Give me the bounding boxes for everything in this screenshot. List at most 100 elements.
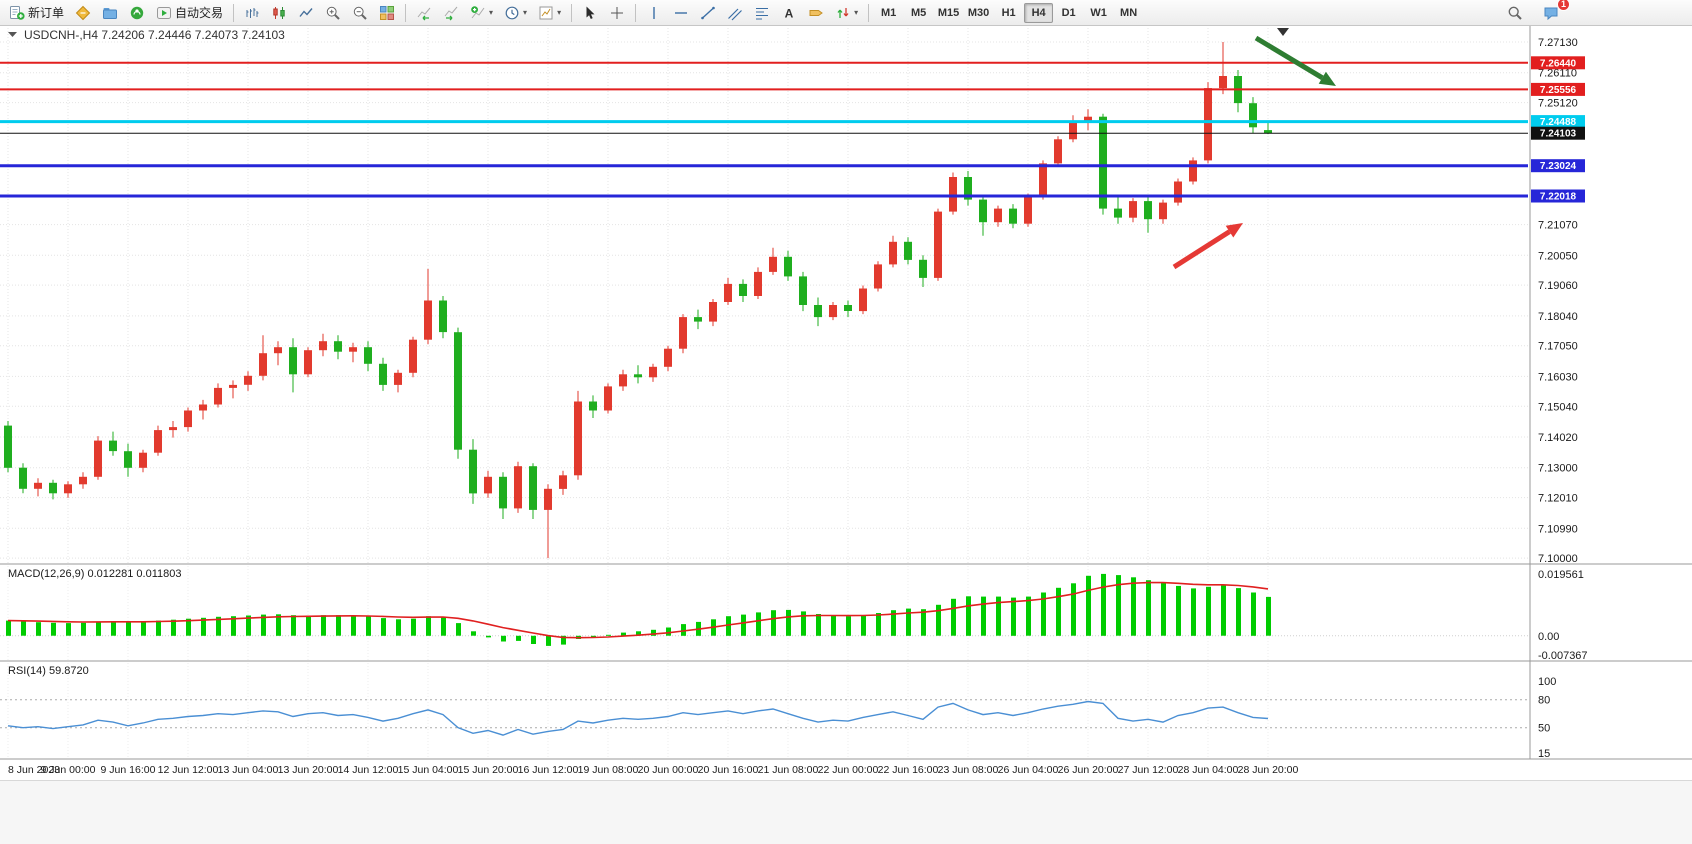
auto-trading-button[interactable]: 自动交易	[151, 2, 228, 24]
svg-text:7.18040: 7.18040	[1538, 311, 1578, 323]
cursor-icon	[586, 6, 595, 19]
red-up-arrow[interactable]	[1172, 229, 1231, 270]
svg-text:12 Jun 12:00: 12 Jun 12:00	[158, 764, 219, 776]
axis-labels: 7.27130 7.26110 7.25120 7.21070 7.20050 7.190…	[0, 26, 1692, 776]
support-button[interactable]	[124, 2, 150, 24]
tile-windows-icon	[380, 5, 395, 20]
metaeditor-button[interactable]	[70, 2, 96, 24]
toolbar-right-group: 1	[1502, 0, 1570, 24]
zoom-out-icon	[353, 6, 367, 20]
svg-text:7.14020: 7.14020	[1538, 432, 1578, 444]
dropdown-caret: ▾	[489, 7, 494, 17]
svg-text:7.26440: 7.26440	[1540, 58, 1577, 69]
svg-text:7.10000: 7.10000	[1538, 553, 1578, 565]
new-order-icon	[10, 5, 25, 20]
new-order-label: 新订单	[28, 6, 65, 20]
svg-text:7.20050: 7.20050	[1538, 250, 1578, 262]
text-icon: A	[785, 6, 794, 20]
templates-button[interactable]: ▾	[533, 2, 566, 24]
search-button[interactable]	[1502, 2, 1528, 24]
bottom-empty-area	[0, 780, 1692, 844]
timeframe-mn[interactable]: MN	[1114, 3, 1143, 23]
line-chart-icon	[299, 7, 313, 17]
indicators-button[interactable]: ▾	[465, 2, 498, 24]
notification-badge: 1	[1557, 0, 1570, 11]
resistance-line-lower-tag	[1531, 82, 1585, 96]
svg-text:22 Jun 00:00: 22 Jun 00:00	[818, 764, 879, 776]
zoom-in-button[interactable]	[320, 2, 346, 24]
svg-text:7.21070: 7.21070	[1538, 220, 1578, 232]
pane-titles: USDCNH-,H4 7.24206 7.24446 7.24073 7.241…	[8, 28, 1289, 677]
timeframe-m1[interactable]: M1	[874, 3, 903, 23]
chart-shift-button[interactable]	[438, 2, 464, 24]
svg-text:15 Jun 04:00: 15 Jun 04:00	[398, 764, 459, 776]
svg-text:A: A	[785, 6, 794, 20]
timeframe-d1[interactable]: D1	[1054, 3, 1083, 23]
usdcnh-h4-chart[interactable]: 7.27130 7.26110 7.25120 7.21070 7.20050 7.190…	[0, 26, 1692, 780]
price-label-button[interactable]	[803, 2, 829, 24]
green-down-arrow-head	[1318, 71, 1336, 86]
bar-chart-icon	[246, 7, 259, 18]
support-icon	[130, 6, 144, 19]
equidistant-channel-button[interactable]	[722, 2, 748, 24]
svg-text:7.24488: 7.24488	[1540, 117, 1577, 128]
timeframe-m15[interactable]: M15	[934, 3, 963, 23]
arrow-objects-button[interactable]: ▾	[830, 2, 863, 24]
vertical-line-button[interactable]	[641, 2, 667, 24]
svg-text:8 Jun 2023: 8 Jun 2023	[8, 764, 60, 776]
svg-text:13 Jun 04:00: 13 Jun 04:00	[218, 764, 279, 776]
svg-text:7.22018: 7.22018	[1540, 192, 1577, 203]
timeframe-h1[interactable]: H1	[994, 3, 1023, 23]
auto-scroll-button[interactable]	[411, 2, 437, 24]
profiles-icon	[103, 7, 118, 19]
candlestick-chart-button[interactable]	[266, 2, 292, 24]
svg-text:7.25120: 7.25120	[1538, 98, 1578, 110]
auto-trading-label: 自动交易	[175, 6, 224, 20]
dropdown-caret: ▾	[523, 7, 528, 17]
svg-text:7.15040: 7.15040	[1538, 401, 1578, 413]
zoom-in-icon	[326, 6, 340, 20]
timeframe-h4[interactable]: H4	[1024, 2, 1054, 23]
svg-text:7.17050: 7.17050	[1538, 341, 1578, 353]
chart-shift-marker[interactable]	[1277, 28, 1289, 36]
bar-chart-button[interactable]	[239, 2, 265, 24]
timeframe-m30[interactable]: M30	[964, 3, 993, 23]
svg-text:7.16030: 7.16030	[1538, 371, 1578, 383]
dropdown-caret: ▾	[854, 7, 859, 17]
collapse-panel-icon[interactable]	[8, 32, 17, 37]
arrow-annotations[interactable]	[1172, 35, 1336, 270]
new-order-button[interactable]: 新订单	[4, 2, 69, 24]
cursor-button[interactable]	[577, 2, 603, 24]
periods-button[interactable]: ▾	[499, 2, 532, 24]
svg-text:100: 100	[1538, 676, 1556, 688]
svg-text:20 Jun 00:00: 20 Jun 00:00	[638, 764, 699, 776]
trendline-button[interactable]	[695, 2, 721, 24]
notifications-button[interactable]: 1	[1538, 0, 1570, 24]
text-tool-button[interactable]: A	[776, 2, 802, 24]
zoom-out-button[interactable]	[347, 2, 373, 24]
fibonacci-button[interactable]	[749, 2, 775, 24]
macd-histogram	[6, 573, 1271, 646]
toolbar-separator	[635, 3, 637, 22]
green-down-arrow[interactable]	[1254, 35, 1324, 80]
clock-icon	[505, 6, 519, 19]
message-bubble-icon	[1544, 7, 1558, 20]
timeframe-m5[interactable]: M5	[904, 3, 933, 23]
horizontal-line-button[interactable]	[668, 2, 694, 24]
svg-text:9 Jun 16:00: 9 Jun 16:00	[101, 764, 156, 776]
macd-signal-line	[7, 581, 1269, 639]
profiles-button[interactable]	[97, 2, 123, 24]
svg-text:0.00: 0.00	[1538, 631, 1559, 643]
timeframe-w1[interactable]: W1	[1084, 3, 1113, 23]
svg-text:7.10990: 7.10990	[1538, 523, 1578, 535]
svg-text:22 Jun 16:00: 22 Jun 16:00	[878, 764, 939, 776]
horizontal-level-lines[interactable]	[0, 61, 1528, 198]
crosshair-button[interactable]	[604, 2, 630, 24]
toolbar-separator	[868, 3, 870, 22]
svg-text:28 Jun 20:00: 28 Jun 20:00	[1238, 764, 1299, 776]
chart-window: 7.27130 7.26110 7.25120 7.21070 7.20050 7.190…	[0, 26, 1692, 780]
svg-text:7.23024: 7.23024	[1540, 161, 1577, 172]
line-chart-button[interactable]	[293, 2, 319, 24]
support-line-upper-tag	[1531, 159, 1585, 173]
tile-windows-button[interactable]	[374, 2, 400, 24]
